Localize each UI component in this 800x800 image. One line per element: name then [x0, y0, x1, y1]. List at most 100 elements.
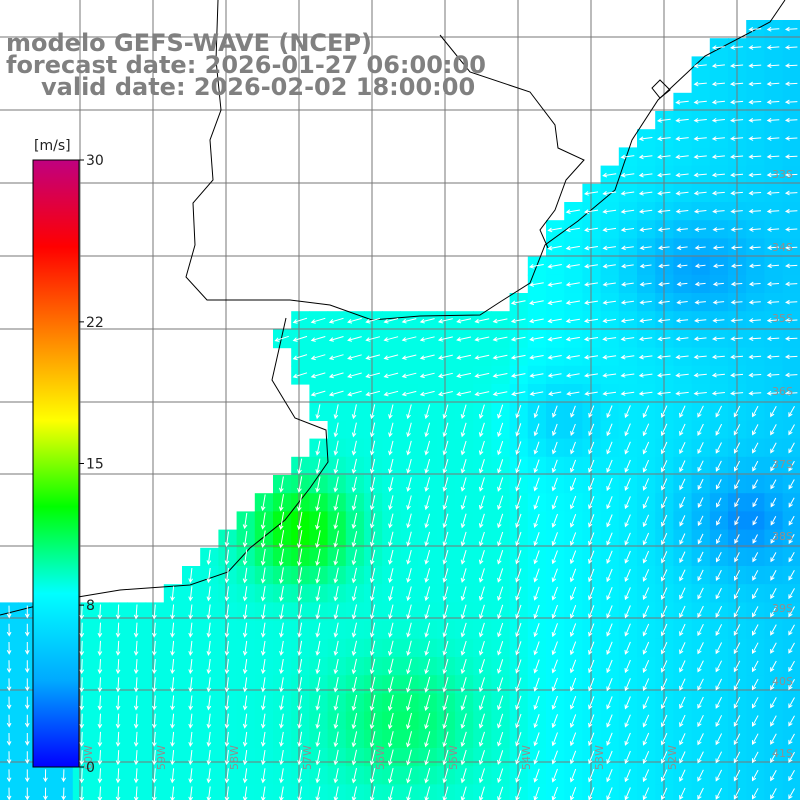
wind-arrow [533, 695, 540, 710]
wind-arrow [712, 208, 725, 214]
wind-arrow [547, 282, 562, 287]
colorbar-tick-label: 15 [86, 457, 104, 473]
wind-arrow [766, 245, 780, 250]
wind-arrow [547, 318, 562, 324]
wind-arrow [697, 751, 704, 764]
axis-labels: 33S 34S 35S 36S 37S 38S 39S 40S 41S 60W 59W 58W 57W 5… [82, 168, 793, 770]
wind-arrow [387, 694, 394, 712]
wind-arrow [624, 769, 631, 783]
wind-arrow [224, 640, 230, 656]
wind-arrow [492, 391, 508, 397]
wind-arrow [297, 458, 303, 475]
wind-arrow [188, 695, 194, 711]
wind-arrow [388, 422, 394, 438]
colorbar-scale [32, 159, 80, 768]
wind-arrow [766, 136, 780, 141]
wind-arrow [642, 769, 650, 783]
wind-arrow [260, 695, 266, 711]
wind-arrow [406, 676, 412, 693]
wind-arrow [730, 372, 744, 378]
wind-arrow [224, 786, 230, 800]
wind-arrow [224, 713, 230, 729]
wind-arrow [697, 769, 704, 782]
wind-arrow [515, 531, 522, 547]
wind-arrow [351, 404, 357, 420]
wind-arrow [533, 786, 540, 800]
wind-arrow [730, 190, 743, 196]
wind-arrow [624, 623, 631, 637]
wind-arrow [676, 245, 688, 251]
wind-arrow [437, 354, 453, 360]
wind-arrow [115, 677, 121, 693]
wind-arrow [224, 695, 230, 711]
wind-arrow [697, 623, 704, 637]
wind-arrow [279, 640, 284, 656]
wind-arrow [679, 696, 686, 710]
wind-arrow [351, 422, 357, 438]
wind-arrow [639, 281, 652, 287]
wind-arrow [442, 695, 449, 711]
wind-arrow [675, 99, 689, 105]
wind-arrow [748, 227, 761, 232]
wind-arrow [606, 696, 613, 710]
wind-arrow [675, 354, 689, 360]
wind-arrow [679, 623, 686, 637]
wind-arrow [260, 640, 266, 656]
wind-arrow [442, 404, 449, 420]
wind-arrow [515, 550, 522, 565]
wind-arrow [606, 550, 613, 564]
wind-arrow [693, 81, 707, 87]
wind-arrow [624, 659, 631, 674]
wind-arrow [551, 459, 558, 473]
wind-arrow [551, 714, 558, 729]
wind-arrow [715, 769, 723, 782]
wind-arrow [679, 678, 686, 691]
wind-arrow [310, 372, 326, 379]
wind-arrow [388, 495, 394, 511]
wind-arrow [510, 300, 526, 306]
wind-arrow [770, 642, 777, 654]
wind-arrow [460, 677, 467, 693]
wind-arrow [584, 282, 598, 287]
wind-arrow [310, 390, 326, 397]
wind-arrow [279, 731, 284, 747]
wind-arrow [515, 641, 522, 656]
wind-arrow [679, 441, 686, 455]
wind-arrow [224, 531, 230, 548]
wind-arrow [260, 713, 266, 729]
wind-arrow [697, 660, 704, 673]
wind-arrow [752, 442, 759, 454]
wind-arrow [621, 281, 634, 287]
wind-arrow [351, 767, 357, 784]
wind-arrow [260, 567, 266, 584]
wind-arrow [679, 787, 686, 800]
wind-arrow [152, 750, 157, 766]
wind-arrow [442, 622, 449, 638]
wind-arrow [297, 786, 303, 800]
wind-arrow [784, 136, 798, 141]
wind-arrow [730, 172, 744, 178]
wind-arrow [642, 678, 650, 692]
wind-arrow [133, 640, 139, 656]
wind-arrow [515, 513, 522, 529]
wind-arrow [711, 117, 725, 123]
wind-arrow [297, 604, 303, 620]
wind-arrow [188, 622, 194, 638]
wind-arrow [730, 99, 744, 105]
wind-arrow [406, 404, 412, 420]
wind-arrow [242, 695, 248, 711]
wind-arrow [347, 354, 362, 360]
wind-arrow [679, 423, 686, 437]
wind-arrow [788, 406, 795, 418]
wind-arrow [657, 190, 671, 196]
wind-arrow [533, 604, 540, 619]
wind-arrow [515, 732, 522, 747]
wind-arrow [460, 731, 467, 747]
wind-arrow [419, 372, 435, 379]
wind-arrow [679, 515, 686, 527]
wind-arrow [788, 552, 795, 563]
wind-arrow [437, 318, 453, 324]
wind-arrow [419, 390, 435, 397]
wind-arrow [133, 786, 139, 800]
wind-arrow [693, 372, 707, 378]
